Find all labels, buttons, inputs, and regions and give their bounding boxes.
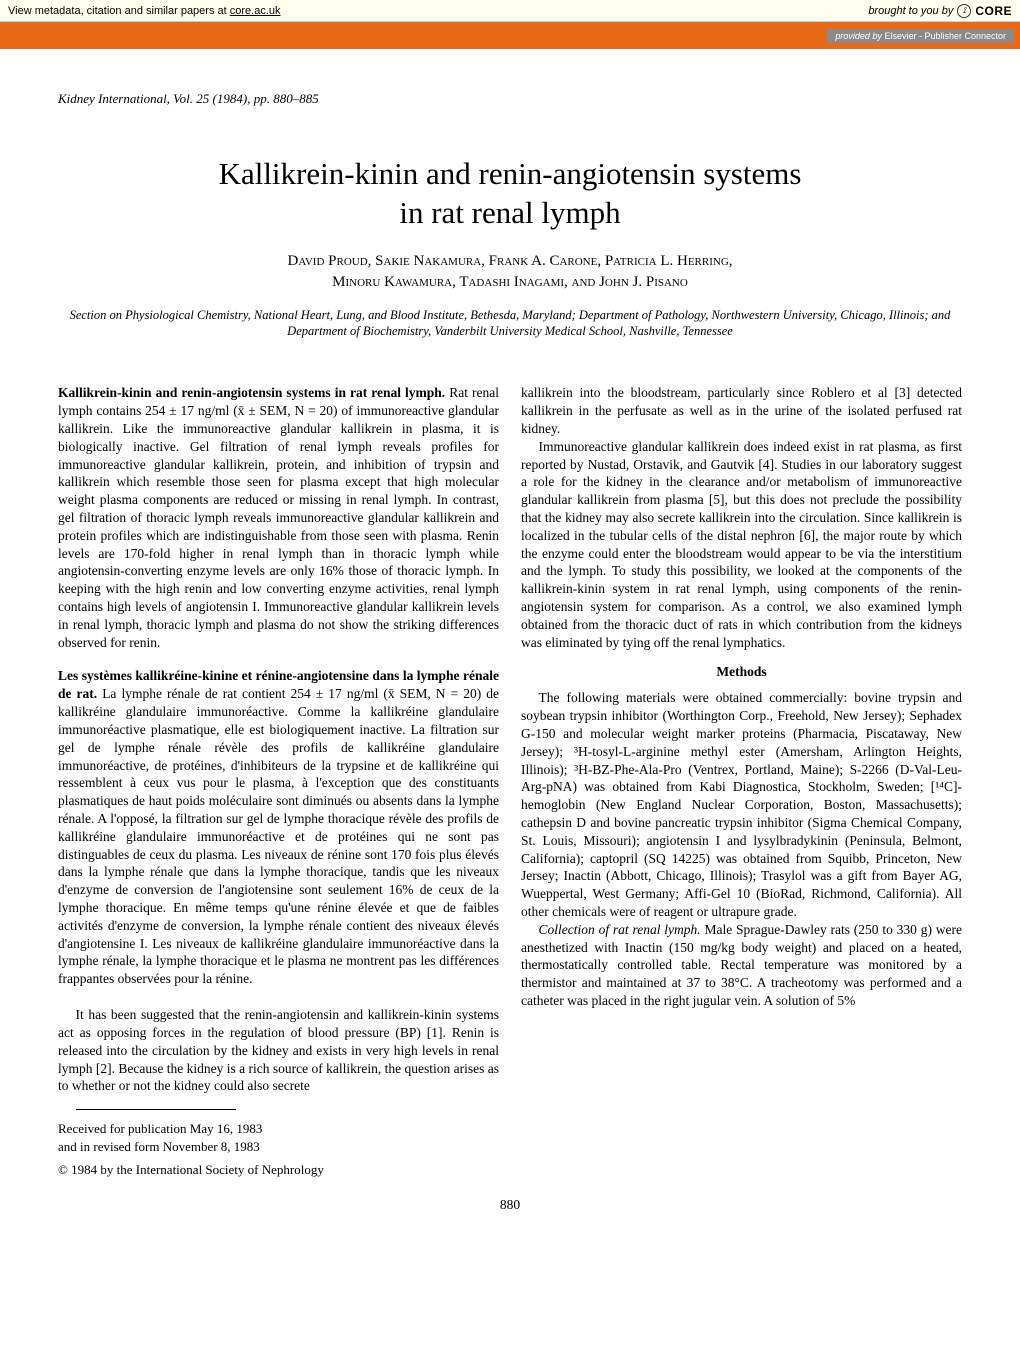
methods-p2-lead: Collection of rat renal lymph. bbox=[539, 922, 701, 937]
left-column: Kallikrein-kinin and renin-angiotensin s… bbox=[58, 384, 499, 1179]
banner-prefix: View metadata, citation and similar pape… bbox=[8, 5, 230, 17]
article-title: Kallikrein-kinin and renin-angiotensin s… bbox=[58, 155, 962, 233]
metadata-banner: View metadata, citation and similar pape… bbox=[0, 0, 1020, 22]
right-para-1: kallikrein into the bloodstream, particu… bbox=[521, 384, 962, 437]
methods-heading: Methods bbox=[521, 663, 962, 681]
right-column: kallikrein into the bloodstream, particu… bbox=[521, 384, 962, 1179]
core-link[interactable]: core.ac.uk bbox=[230, 5, 281, 17]
authors: David Proud, Sakie Nakamura, Frank A. Ca… bbox=[58, 251, 962, 293]
journal-reference: Kidney International, Vol. 25 (1984), pp… bbox=[58, 91, 962, 107]
affiliation: Section on Physiological Chemistry, Nati… bbox=[58, 307, 962, 341]
two-column-body: Kallikrein-kinin and renin-angiotensin s… bbox=[58, 384, 962, 1179]
brought-by-text: brought to you by bbox=[868, 5, 953, 17]
abstract-en-lead: Kallikrein-kinin and renin-angiotensin s… bbox=[58, 385, 445, 400]
received-date: Received for publication May 16, 1983 bbox=[58, 1120, 499, 1138]
abstract-fr-body: La lymphe rénale de rat contient 254 ± 1… bbox=[58, 686, 499, 986]
copyright: © 1984 by the International Society of N… bbox=[58, 1161, 499, 1179]
provider-prefix: provided by bbox=[835, 31, 884, 41]
banner-left: View metadata, citation and similar pape… bbox=[8, 5, 868, 17]
page-number: 880 bbox=[58, 1197, 962, 1213]
orange-bar: provided by Elsevier - Publisher Connect… bbox=[0, 22, 1020, 49]
provider-name: Elsevier - Publisher Connector bbox=[884, 31, 1006, 41]
abstract-english: Kallikrein-kinin and renin-angiotensin s… bbox=[58, 384, 499, 651]
banner-right: brought to you by ⟟ CORE bbox=[868, 4, 1012, 18]
title-line-1: Kallikrein-kinin and renin-angiotensin s… bbox=[219, 156, 802, 191]
abstract-en-body: Rat renal lymph contains 254 ± 17 ng/ml … bbox=[58, 385, 499, 649]
provider-pill: provided by Elsevier - Publisher Connect… bbox=[827, 29, 1014, 43]
authors-line-2: Minoru Kawamura, Tadashi Inagami, and Jo… bbox=[332, 274, 688, 290]
core-logo[interactable]: CORE bbox=[975, 4, 1012, 18]
revised-date: and in revised form November 8, 1983 bbox=[58, 1138, 499, 1156]
intro-paragraph: It has been suggested that the renin-ang… bbox=[58, 1006, 499, 1095]
page-content: Kidney International, Vol. 25 (1984), pp… bbox=[0, 49, 1020, 1243]
title-line-2: in rat renal lymph bbox=[399, 195, 620, 230]
abstract-french: Les systèmes kallikréine-kinine et rénin… bbox=[58, 667, 499, 988]
footnote-block: Received for publication May 16, 1983 an… bbox=[58, 1120, 499, 1179]
right-para-2: Immunoreactive glandular kallikrein does… bbox=[521, 438, 962, 652]
footnote-divider bbox=[76, 1109, 236, 1110]
methods-para-2: Collection of rat renal lymph. Male Spra… bbox=[521, 921, 962, 1010]
methods-para-1: The following materials were obtained co… bbox=[521, 689, 962, 921]
authors-line-1: David Proud, Sakie Nakamura, Frank A. Ca… bbox=[287, 253, 732, 269]
core-icon: ⟟ bbox=[957, 4, 971, 18]
